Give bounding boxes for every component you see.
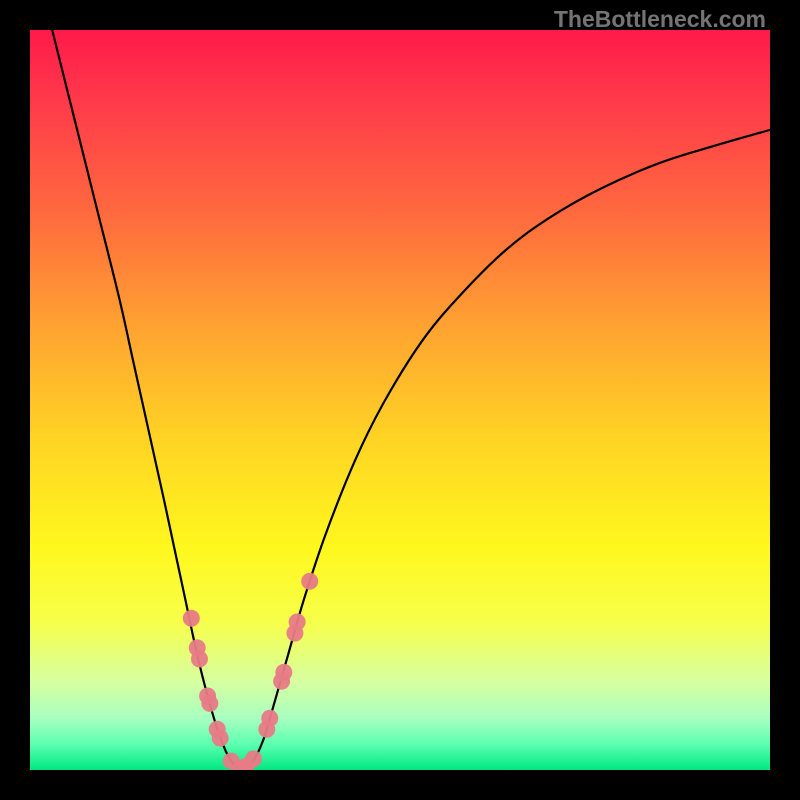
data-marker <box>289 614 306 631</box>
data-marker <box>245 750 262 767</box>
data-marker <box>275 664 292 681</box>
data-marker <box>183 610 200 627</box>
data-marker <box>191 651 208 668</box>
bottleneck-chart <box>30 30 770 770</box>
watermark-text: TheBottleneck.com <box>554 6 766 33</box>
data-marker <box>201 695 218 712</box>
plot-area <box>30 30 770 770</box>
outer-frame: TheBottleneck.com <box>0 0 800 800</box>
data-marker <box>301 573 318 590</box>
data-marker <box>212 730 229 747</box>
data-marker <box>261 710 278 727</box>
